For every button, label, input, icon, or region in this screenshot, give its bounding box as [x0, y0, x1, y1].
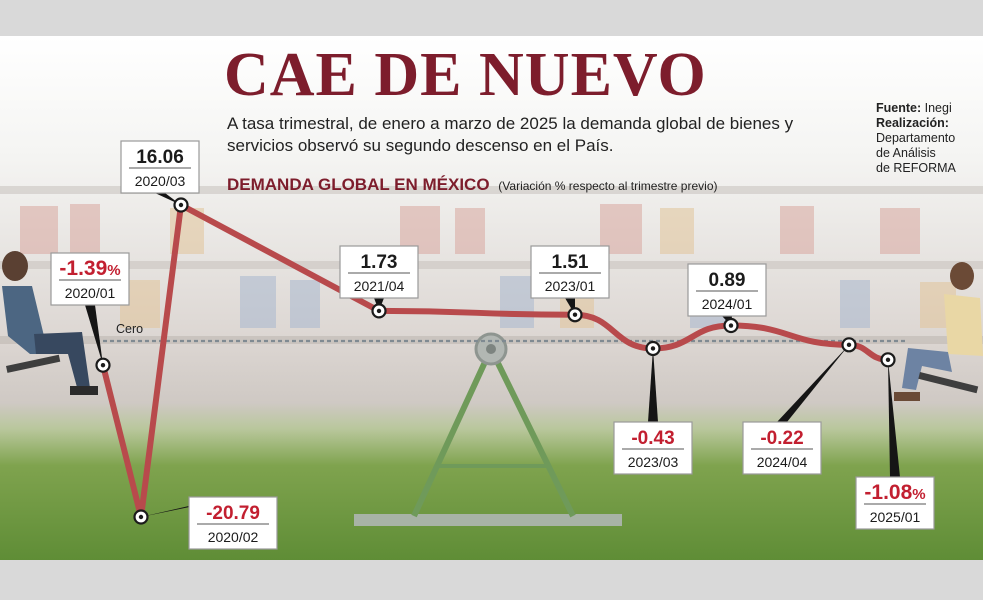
point-marker-center [650, 346, 656, 351]
point-marker-center [572, 312, 578, 317]
made-line-3: de REFORMA [876, 161, 956, 175]
value-callout [188, 496, 278, 550]
point-marker-center [376, 308, 382, 314]
made-label-line: Realización: [876, 116, 956, 131]
chart-heading-text: DEMANDA GLOBAL EN MÉXICO [227, 175, 490, 194]
value-callout [50, 252, 130, 306]
value-callout [339, 245, 419, 299]
lead-paragraph: A tasa trimestral, de enero a marzo de 2… [227, 114, 794, 155]
chart-subheading: (Variación % respecto al trimestre previ… [498, 179, 718, 193]
value-callout [613, 421, 693, 475]
callout-pointer [648, 348, 658, 422]
point-marker-center [138, 514, 144, 520]
value-callout [855, 476, 935, 530]
data-point-2023-01: 1.51 2023/01 [530, 245, 610, 323]
data-point-2020-02: -20.79 2020/02 [133, 496, 278, 550]
period-label: 2021/04 [354, 278, 405, 294]
data-point-2025-01: -1.08% 2025/01 [855, 352, 935, 530]
value-label: 0.89 [709, 270, 746, 291]
point-marker-center [846, 342, 852, 348]
value-label: 1.51 [552, 252, 589, 273]
data-point-2021-04: 1.73 2021/04 [339, 245, 419, 319]
chart-heading: DEMANDA GLOBAL EN MÉXICO (Variación % re… [227, 175, 717, 195]
value-label: -0.43 [631, 428, 674, 449]
value-callout [742, 421, 822, 475]
value-callout [530, 245, 610, 299]
data-point-2024-01: 0.89 2024/01 [687, 263, 767, 334]
point-marker-center [885, 357, 891, 362]
callout-pointer [85, 305, 103, 366]
value-label: -1.08% [864, 481, 925, 504]
data-point-2020-01: -1.39% 2020/01 [50, 252, 130, 373]
percent-sign: % [912, 486, 925, 503]
data-point-2023-03: -0.43 2023/03 [613, 340, 693, 475]
zero-label: Cero [116, 322, 143, 336]
made-line-1: Departamento [876, 131, 956, 145]
period-label: 2024/04 [757, 454, 808, 470]
value-callout [120, 140, 200, 194]
data-point-2020-03: 16.06 2020/03 [120, 140, 200, 213]
point-marker-center [178, 202, 184, 208]
period-label: 2023/03 [628, 454, 679, 470]
person-right-icon [894, 262, 983, 401]
point-marker-center [100, 362, 106, 368]
percent-sign: % [107, 262, 120, 279]
period-label: 2025/01 [870, 509, 921, 525]
value-label: 1.73 [361, 252, 398, 273]
scene-illustration [0, 186, 983, 526]
credits-block: Fuente: Inegi Realización: Departamento … [876, 101, 956, 176]
value-callout [687, 263, 767, 317]
seesaw-stand [354, 332, 622, 526]
period-label: 2020/02 [208, 529, 259, 545]
value-label: -1.39% [59, 257, 120, 280]
callout-pointer [777, 344, 849, 422]
value-label: -20.79 [206, 503, 260, 524]
point-marker-center [728, 323, 734, 328]
bottom-band [0, 560, 983, 600]
made-line-2: de Análisis [876, 146, 936, 160]
source-label: Fuente: [876, 101, 922, 115]
data-point-2024-04: -0.22 2024/04 [742, 337, 857, 475]
person-left-icon [2, 251, 98, 395]
source-line: Fuente: Inegi [876, 101, 956, 116]
made-label: Realización: [876, 116, 949, 130]
period-label: 2024/01 [702, 296, 753, 312]
period-label: 2020/01 [65, 285, 116, 301]
period-label: 2020/03 [135, 173, 186, 189]
value-label: -0.22 [760, 428, 803, 449]
period-label: 2023/01 [545, 278, 596, 294]
value-label: 16.06 [136, 147, 184, 168]
series-line [100, 202, 891, 520]
top-band [0, 0, 983, 36]
callout-pointer [888, 359, 900, 477]
headline: CAE DE NUEVO [224, 41, 707, 109]
source-value: Inegi [924, 101, 952, 115]
